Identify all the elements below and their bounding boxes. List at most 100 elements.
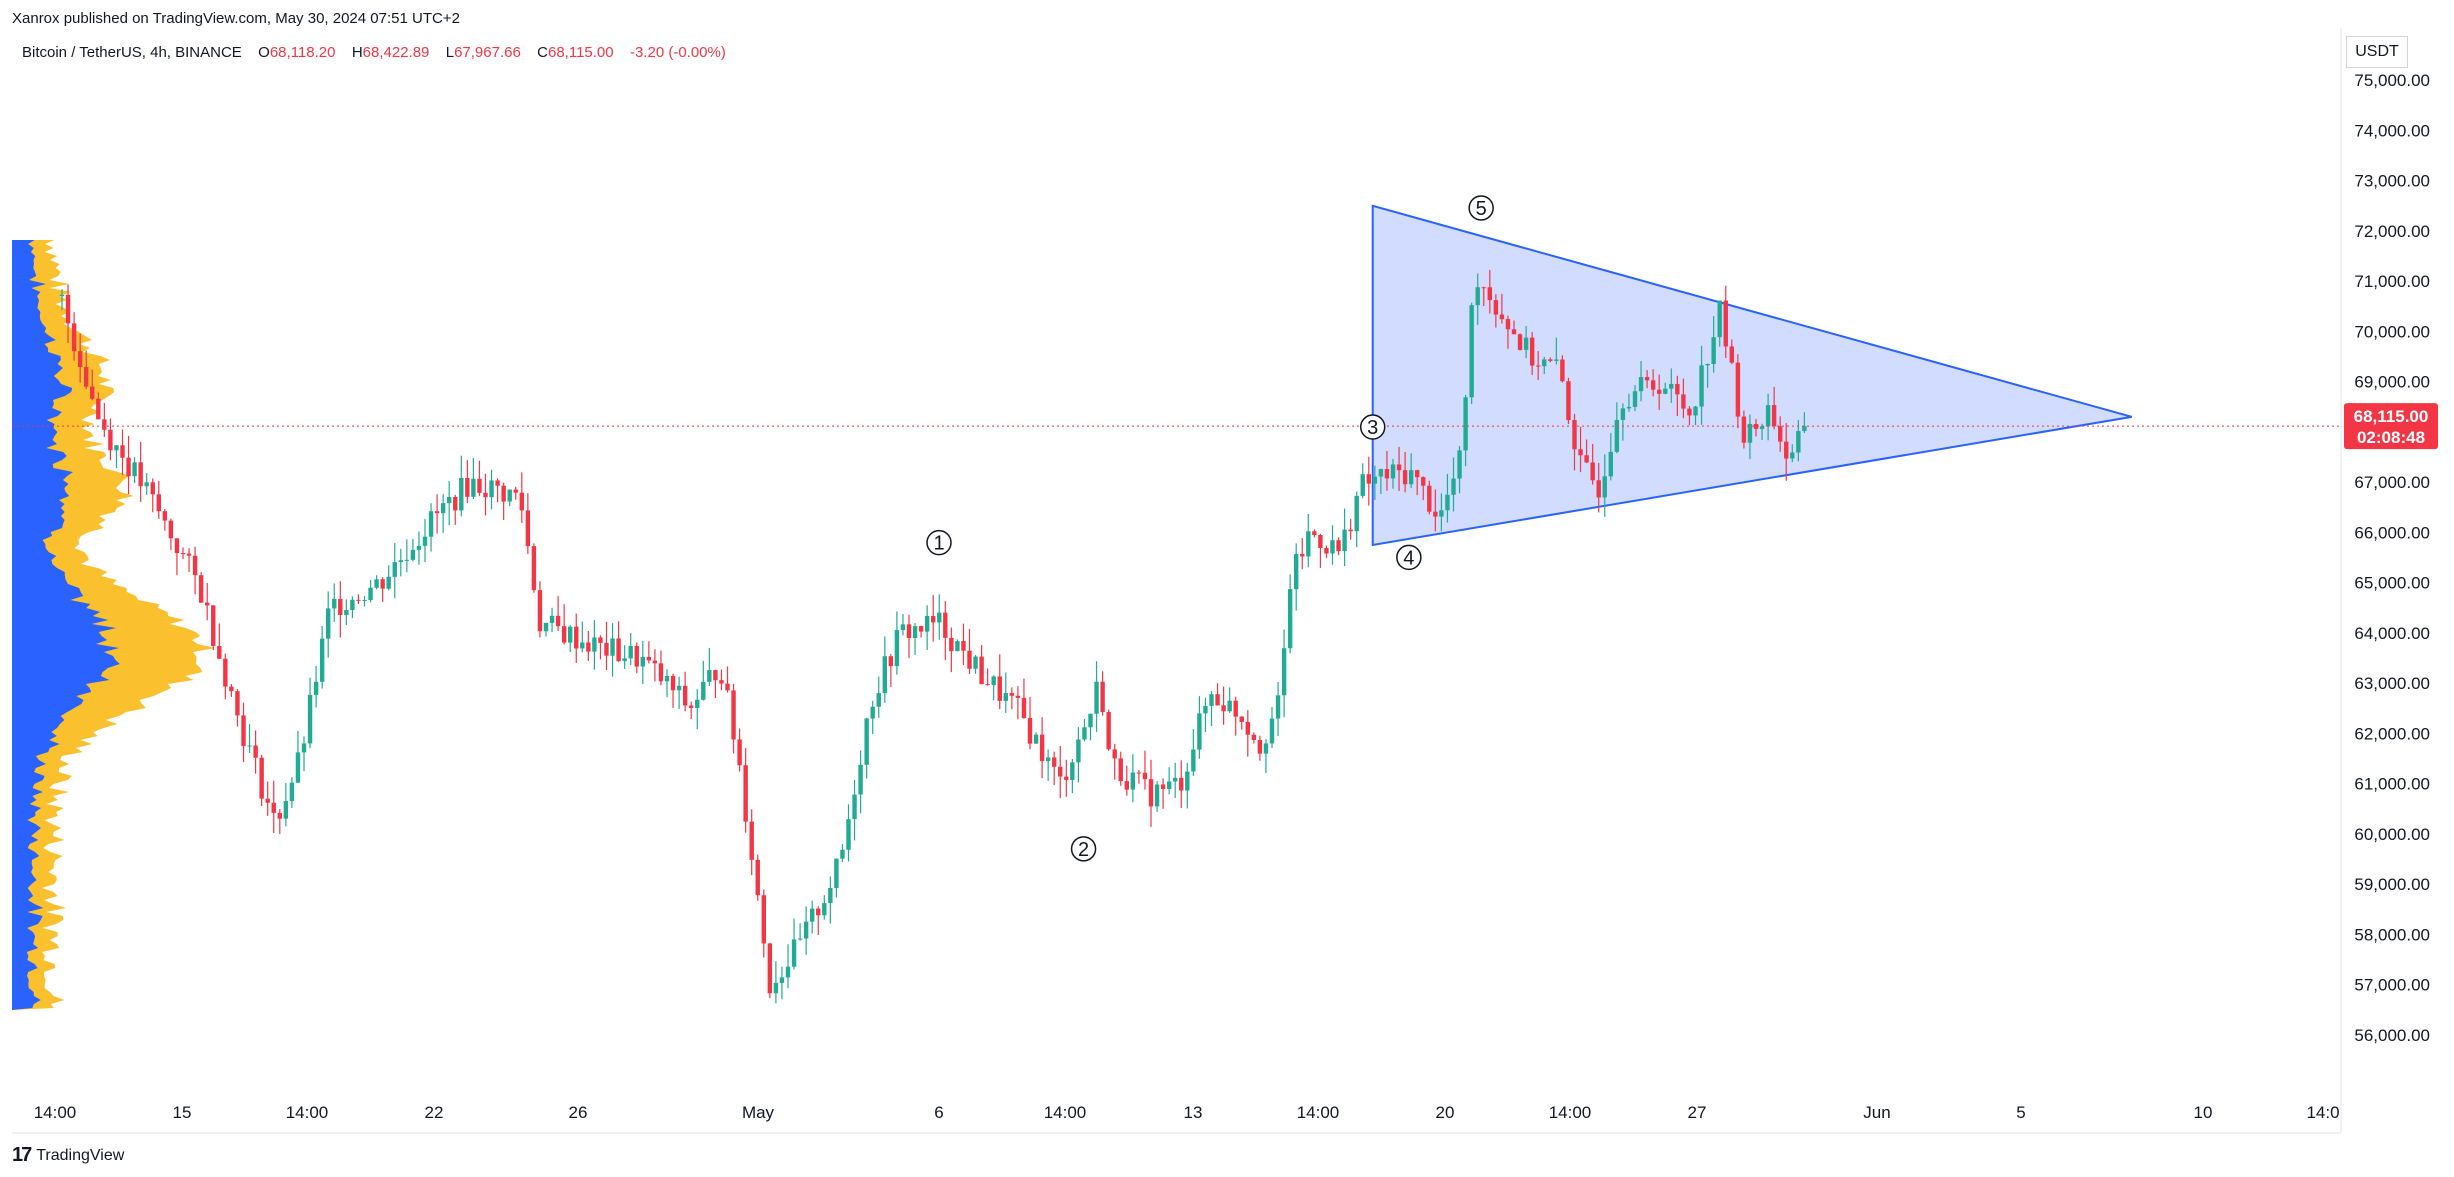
candle-body bbox=[1378, 469, 1384, 477]
candle-body bbox=[1233, 700, 1238, 717]
candle-body bbox=[1130, 772, 1136, 790]
candle-body bbox=[731, 690, 736, 740]
candle-body bbox=[1197, 713, 1202, 750]
candle-body bbox=[622, 658, 627, 662]
price-tick-label: 73,000.00 bbox=[2354, 172, 2430, 191]
candle-body bbox=[59, 294, 65, 297]
price-axis[interactable]: 75,000.00 74,000.00 73,000.00 72,000.00 71,0… bbox=[2354, 71, 2430, 1045]
candle-body bbox=[906, 624, 912, 639]
candle-body bbox=[1396, 464, 1402, 471]
legend-open-value: 68,118.20 bbox=[269, 44, 336, 61]
candle-body bbox=[368, 587, 373, 600]
candle-body bbox=[1784, 441, 1789, 459]
candle-body bbox=[967, 650, 972, 669]
candle-body bbox=[828, 888, 833, 904]
candle-body bbox=[477, 478, 482, 493]
candle-body bbox=[162, 511, 168, 521]
candle-body bbox=[870, 706, 875, 719]
candle-body bbox=[392, 562, 397, 577]
candle-body bbox=[1185, 771, 1190, 791]
candle-body bbox=[900, 624, 906, 631]
time-tick-label: 22 bbox=[425, 1103, 444, 1122]
wave-label-4: 4 bbox=[1396, 544, 1422, 571]
time-axis[interactable]: 14:00 15 14:00 22 26 May 6 14:00 13 14:00 20 14:00 2… bbox=[34, 1103, 2340, 1122]
candle-body bbox=[1082, 727, 1087, 740]
candle-body bbox=[604, 642, 609, 656]
price-tick-label: 71,000.00 bbox=[2354, 272, 2430, 291]
candle-body bbox=[1439, 510, 1444, 517]
currency-selector[interactable]: USDT bbox=[2346, 36, 2408, 68]
candle-body bbox=[628, 645, 633, 659]
candle-body bbox=[1765, 405, 1771, 427]
candle-body bbox=[1487, 287, 1492, 301]
candle-body bbox=[531, 546, 537, 591]
candle-body bbox=[876, 693, 881, 707]
candle-body bbox=[1747, 423, 1753, 443]
triangle-shape[interactable] bbox=[1371, 204, 2132, 547]
candle-body bbox=[1257, 739, 1263, 754]
candle-body bbox=[1021, 697, 1027, 719]
candle-body bbox=[489, 480, 494, 498]
candle-body bbox=[1735, 362, 1741, 417]
candle-body bbox=[1493, 300, 1499, 315]
candle-body bbox=[319, 638, 325, 682]
legend-low-label: L bbox=[445, 44, 455, 61]
candle-body bbox=[713, 670, 718, 681]
candle-body bbox=[71, 323, 77, 352]
candle-body bbox=[1433, 511, 1438, 517]
candle-body bbox=[610, 638, 615, 656]
candle-body bbox=[767, 943, 773, 994]
candle-body bbox=[1142, 772, 1148, 780]
candle-body bbox=[180, 553, 186, 555]
candle-body bbox=[1239, 716, 1244, 722]
candle-body bbox=[1372, 476, 1378, 484]
time-tick-label: 26 bbox=[569, 1103, 588, 1122]
candle-body bbox=[1336, 540, 1341, 552]
legend-symbol[interactable]: Bitcoin / TetherUS, 4h, BINANCE bbox=[22, 44, 242, 61]
candle-body bbox=[1384, 469, 1390, 479]
candle-body bbox=[1306, 531, 1311, 557]
wave-circle bbox=[926, 529, 952, 556]
candle-body bbox=[205, 602, 210, 606]
candle-body bbox=[918, 626, 924, 632]
candle-body bbox=[676, 685, 682, 691]
candle-body bbox=[1681, 394, 1686, 409]
candle-body bbox=[1118, 758, 1123, 782]
candle-body bbox=[689, 705, 694, 708]
candle-body bbox=[1112, 749, 1117, 759]
price-tick-label: 56,000.00 bbox=[2354, 1026, 2430, 1045]
time-tick-label: 27 bbox=[1688, 1103, 1707, 1122]
candle-body bbox=[283, 801, 289, 819]
candle-body bbox=[217, 645, 222, 659]
candle-body bbox=[719, 680, 724, 684]
candle-body bbox=[422, 536, 428, 546]
wave-number: 5 bbox=[1476, 198, 1487, 220]
candle-body bbox=[410, 549, 416, 560]
candle-body bbox=[568, 626, 573, 643]
candle-body bbox=[1318, 535, 1323, 548]
wave-circle bbox=[1468, 195, 1494, 221]
candle-body bbox=[985, 684, 990, 686]
price-tick-label: 60,000.00 bbox=[2354, 825, 2430, 844]
time-tick-label: 14:00 bbox=[1549, 1103, 1592, 1122]
candle-body bbox=[1548, 359, 1553, 361]
candle-body bbox=[1475, 287, 1480, 306]
candle-body bbox=[1263, 743, 1269, 754]
candle-body bbox=[1572, 420, 1577, 450]
candle-body bbox=[1166, 781, 1172, 789]
candle-body bbox=[852, 794, 857, 820]
candle-body bbox=[356, 599, 361, 601]
candle-body bbox=[453, 496, 458, 511]
candle-body bbox=[1027, 718, 1033, 744]
tradingview-branding[interactable]: 17 TradingView bbox=[12, 1144, 124, 1167]
time-tick-label: Jun bbox=[1863, 1103, 1890, 1122]
triangle-pattern[interactable] bbox=[1371, 204, 2132, 547]
candle-body bbox=[1626, 406, 1632, 409]
candle-body bbox=[1039, 734, 1045, 762]
candle-body bbox=[580, 642, 585, 649]
candle-body bbox=[1657, 389, 1662, 394]
candle-body bbox=[1699, 365, 1704, 407]
time-tick-label: 6 bbox=[934, 1103, 943, 1122]
candle-body bbox=[174, 538, 180, 554]
